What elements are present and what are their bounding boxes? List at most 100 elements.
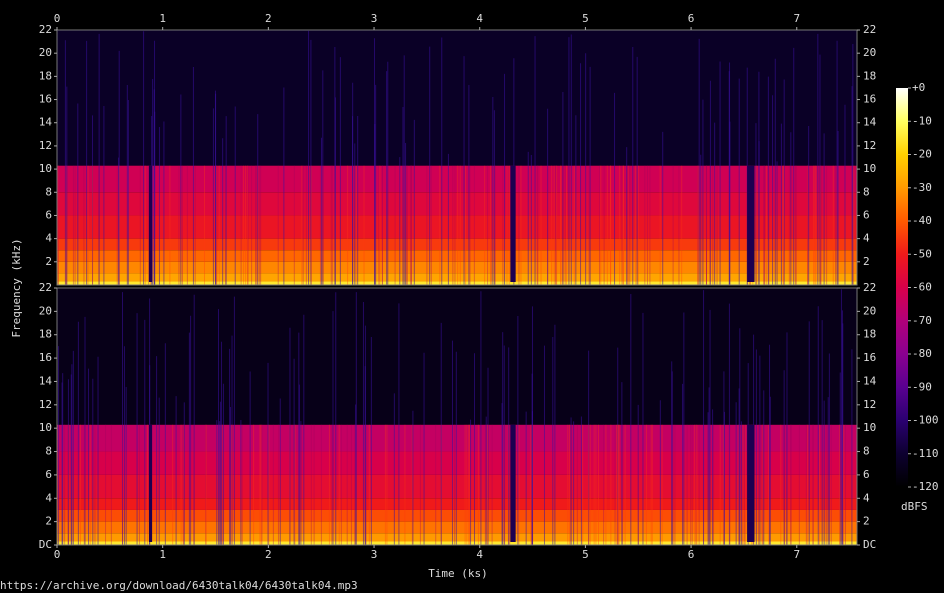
x-tick-label: 4 xyxy=(476,12,483,25)
x-axis-label: Time (ks) xyxy=(428,567,488,580)
y-tick-label: 2 xyxy=(45,515,52,528)
y-tick-label: 4 xyxy=(863,491,870,504)
y-tick-label: DC xyxy=(863,538,876,551)
y-tick-label: 20 xyxy=(39,304,52,317)
y-tick-label: 22 xyxy=(863,23,876,36)
x-tick-label: 6 xyxy=(688,548,695,561)
y-tick-label: 4 xyxy=(45,491,52,504)
colorbar-label: dBFS xyxy=(901,500,928,513)
x-tick-label: 1 xyxy=(159,12,166,25)
colorbar-tick-label: -20 xyxy=(912,148,932,161)
y-tick-label: 12 xyxy=(863,139,876,152)
colorbar-tick-label: -10 xyxy=(912,114,932,127)
dropout xyxy=(148,165,153,282)
colorbar-tick-label: -40 xyxy=(912,214,932,227)
x-tick-label: 3 xyxy=(371,548,378,561)
plots xyxy=(56,29,858,546)
band xyxy=(57,288,857,425)
dropout xyxy=(747,424,755,542)
y-tick-label: 2 xyxy=(45,255,52,268)
x-tick-label: 5 xyxy=(582,548,589,561)
plot-frame xyxy=(56,287,858,546)
x-tick-label: 2 xyxy=(265,548,272,561)
dropout xyxy=(747,165,755,282)
y-tick-label: 20 xyxy=(39,46,52,59)
y-tick-label: 20 xyxy=(863,304,876,317)
band xyxy=(57,533,857,542)
y-tick-label: 10 xyxy=(863,421,876,434)
band xyxy=(57,498,857,510)
x-tick-label: 7 xyxy=(793,548,800,561)
y-tick-label: 6 xyxy=(863,208,870,221)
y-tick-label: 6 xyxy=(863,468,870,481)
x-tick-label: 1 xyxy=(159,548,166,561)
dropout xyxy=(510,424,516,542)
band xyxy=(57,474,857,499)
band xyxy=(57,261,857,274)
x-tick-label: 6 xyxy=(688,12,695,25)
y-tick-label: 22 xyxy=(863,281,876,294)
colorbar-tick-label: -120 xyxy=(912,480,939,493)
y-tick-label: DC xyxy=(39,538,52,551)
band xyxy=(57,424,857,452)
y-tick-label: 12 xyxy=(39,139,52,152)
colorbar-tick-label: -50 xyxy=(912,247,932,260)
band xyxy=(57,238,857,251)
band xyxy=(57,250,857,262)
y-tick-label: 10 xyxy=(863,162,876,175)
band xyxy=(57,30,857,166)
source-url: https://archive.org/download/6430talk04/… xyxy=(0,579,358,592)
y-tick-label: 8 xyxy=(863,185,870,198)
y-tick-label: 22 xyxy=(39,23,52,36)
x-tick-label: 5 xyxy=(582,12,589,25)
colorbar-tick-label: -80 xyxy=(912,347,932,360)
y-tick-label: 18 xyxy=(863,69,876,82)
colorbar-tick-label: +0 xyxy=(912,81,925,94)
y-tick-label: 8 xyxy=(45,445,52,458)
band xyxy=(57,215,857,239)
y-tick-label: 6 xyxy=(45,208,52,221)
colorbar-tick-label: -60 xyxy=(912,281,932,294)
y-tick-label: 4 xyxy=(45,232,52,245)
band xyxy=(57,451,857,475)
colorbar-tick-label: -110 xyxy=(912,447,939,460)
y-tick-label: 16 xyxy=(863,93,876,106)
y-tick-label: 10 xyxy=(39,162,52,175)
y-tick-label: 14 xyxy=(39,116,53,129)
y-tick-label: 18 xyxy=(39,328,52,341)
x-tick-label: 2 xyxy=(265,12,272,25)
x-tick-label: 0 xyxy=(54,12,61,25)
y-tick-label: 12 xyxy=(863,398,876,411)
y-tick-label: 2 xyxy=(863,515,870,528)
y-tick-label: 4 xyxy=(863,232,870,245)
band xyxy=(57,165,857,193)
y-tick-label: 8 xyxy=(45,185,52,198)
y-tick-label: 14 xyxy=(863,116,877,129)
band xyxy=(57,541,857,545)
band xyxy=(57,281,857,285)
y-tick-label: 10 xyxy=(39,421,52,434)
y-tick-label: 16 xyxy=(863,351,876,364)
colorbar-tick-label: -30 xyxy=(912,181,932,194)
x-tick-label: 0 xyxy=(54,548,61,561)
y-tick-label: 16 xyxy=(39,351,52,364)
y-tick-label: 6 xyxy=(45,468,52,481)
colorbar-tick-label: -90 xyxy=(912,380,932,393)
y-tick-label: 18 xyxy=(863,328,876,341)
x-tick-label: 7 xyxy=(793,12,800,25)
y-axis-label: Frequency (kHz) xyxy=(10,238,23,337)
y-tick-label: 22 xyxy=(39,281,52,294)
colorbar-tick-label: -100 xyxy=(912,414,939,427)
y-tick-label: 2 xyxy=(863,255,870,268)
band xyxy=(57,521,857,534)
band xyxy=(57,192,857,216)
band xyxy=(57,273,857,282)
dropout xyxy=(510,165,516,282)
y-tick-label: 14 xyxy=(39,374,53,387)
band xyxy=(57,509,857,522)
y-tick-label: 16 xyxy=(39,93,52,106)
y-tick-label: 8 xyxy=(863,445,870,458)
plot-frame xyxy=(56,29,858,286)
